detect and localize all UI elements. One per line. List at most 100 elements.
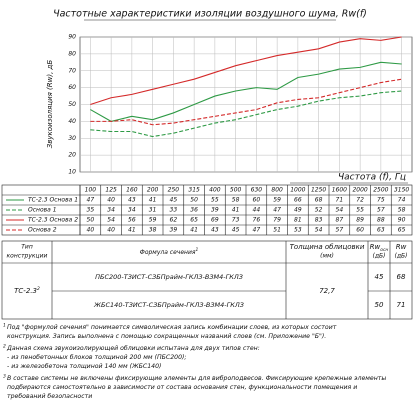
table-value: 55 [211, 197, 219, 204]
table-value: 44 [253, 207, 261, 214]
table-value: 41 [149, 197, 157, 204]
values-table-frame [1, 184, 413, 236]
table-value: 56 [128, 217, 136, 224]
header: (дБ) [373, 253, 386, 260]
table-value: 31 [149, 207, 157, 214]
table-value: 43 [128, 197, 136, 204]
table-value: 59 [273, 197, 281, 204]
series-line [90, 90, 402, 138]
rw-base-cell: 45 [375, 273, 384, 281]
footnote-line: Под "формулой сечения" понимается символ… [7, 323, 337, 331]
footnote-line: требований безопасности [7, 392, 92, 400]
table-value: 51 [273, 227, 281, 234]
footnote-line: - из пенобетонных блоков толщиной 200 мм… [7, 353, 187, 361]
x-tick-label: 200 [147, 187, 159, 194]
y-tick-label: 60 [68, 84, 76, 91]
table-value: 54 [315, 227, 323, 234]
table-value: 71 [336, 197, 344, 204]
table-value: 33 [170, 207, 178, 214]
header: Толщина облицовки [290, 243, 365, 251]
table-value: 34 [128, 207, 136, 214]
x-tick-label: 100 [85, 187, 97, 194]
footnote-mark: 1 [3, 323, 6, 329]
header: Rw [396, 243, 407, 251]
table-value: 53 [294, 227, 302, 234]
table-value: 63 [377, 227, 385, 234]
x-tick-label: 500 [230, 187, 242, 194]
header: Формула сечения1 [140, 247, 199, 256]
table-value: 41 [128, 227, 136, 234]
table-value: 90 [398, 217, 406, 224]
table-value: 81 [294, 217, 302, 224]
formula-cell: ПБС200-ТЗИСТ-СЗБПрайм-ГКЛЗ-ВЗМ4-ГКЛЗ [95, 273, 243, 281]
table-value: 62 [170, 217, 178, 224]
type-sup: 2 [37, 286, 40, 292]
y-tick-label: 40 [68, 118, 76, 125]
table-value: 45 [170, 197, 178, 204]
table-value: 60 [356, 227, 364, 234]
table-value: 55 [356, 207, 364, 214]
table-value: 60 [253, 197, 261, 204]
x-tick-label: 250 [168, 187, 180, 194]
table-value: 72 [356, 197, 364, 204]
series-line [90, 61, 402, 122]
table-value: 65 [190, 217, 198, 224]
x-axis-label: Частота (f), Гц [338, 173, 406, 183]
footnote-line: Данная схема звукоизолирующей облицовки … [6, 344, 260, 352]
legend-label: Основа 1 [28, 207, 57, 214]
table-value: 58 [232, 197, 240, 204]
table-value: 34 [107, 207, 115, 214]
table-value: 38 [149, 227, 157, 234]
series-line [90, 36, 402, 106]
table-value: 40 [107, 227, 115, 234]
header: конструкции [7, 253, 48, 260]
table-value: 65 [398, 227, 406, 234]
header-sub: осн [380, 248, 388, 253]
header-text: Rw [370, 243, 381, 251]
x-tick-label: 315 [188, 187, 200, 194]
table-value: 52 [315, 207, 323, 214]
x-tick-label: 125 [105, 187, 117, 194]
table-value: 41 [232, 207, 240, 214]
table-value: 76 [253, 217, 261, 224]
rw-base-cell: 50 [375, 301, 384, 309]
table-value: 49 [294, 207, 302, 214]
table-value: 45 [232, 227, 240, 234]
header: (дБ) [395, 253, 408, 260]
table-value: 54 [107, 217, 115, 224]
x-tick-label: 800 [271, 187, 283, 194]
table-value: 36 [190, 207, 198, 214]
table-value: 83 [315, 217, 323, 224]
table-value: 47 [253, 227, 261, 234]
legend-label: ТС-2.3 Основа 2 [28, 217, 78, 224]
table-value: 50 [87, 217, 95, 224]
chart-title: Частотные характеристики изоляции воздуш… [53, 9, 367, 20]
formula-cell: ЖБС140-ТЗИСТ-СЗБПрайм-ГКЛЗ-ВЗМ4-ГКЛЗ [93, 301, 244, 309]
table-value: 59 [149, 217, 157, 224]
type-cell: ТС-2.32 [14, 286, 40, 296]
header: Rwосн [370, 243, 389, 253]
table-value: 39 [170, 227, 178, 234]
table-value: 50 [190, 197, 198, 204]
table-value: 40 [107, 197, 115, 204]
y-axis-label: Звукоизоляция (Rw), дБ [46, 60, 54, 149]
table-value: 47 [87, 197, 95, 204]
table-value: 69 [211, 217, 219, 224]
header-text: Формула сечения [140, 249, 196, 256]
footnote-mark: 2 [3, 344, 6, 350]
x-tick-label: 160 [126, 187, 138, 194]
table-value: 66 [294, 197, 302, 204]
table-value: 79 [273, 217, 281, 224]
table-value: 73 [232, 217, 240, 224]
table-value: 54 [336, 207, 344, 214]
y-tick-label: 10 [68, 169, 76, 176]
x-tick-label: 1600 [332, 187, 347, 194]
legend-label: Основа 2 [28, 227, 57, 234]
footnote-line: подбираются самостоятельно в зависимости… [7, 383, 357, 391]
footnote-mark: 3 [3, 374, 6, 380]
type-text: ТС-2.3 [14, 287, 37, 295]
spec-table-frame [1, 240, 413, 320]
table-value: 87 [336, 217, 344, 224]
y-tick-label: 90 [68, 34, 76, 41]
